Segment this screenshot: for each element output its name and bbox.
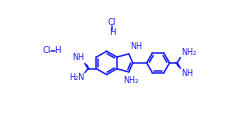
Text: NH₂: NH₂ — [181, 48, 196, 57]
Text: H: H — [54, 46, 60, 55]
Text: H₂N: H₂N — [69, 73, 84, 82]
Text: H: H — [109, 28, 115, 37]
Text: NH: NH — [181, 69, 193, 78]
Text: Cl: Cl — [43, 46, 51, 55]
Text: NH₂: NH₂ — [123, 76, 138, 85]
Text: NH: NH — [72, 53, 84, 62]
Text: NH: NH — [130, 42, 142, 51]
Text: Cl: Cl — [108, 18, 116, 27]
